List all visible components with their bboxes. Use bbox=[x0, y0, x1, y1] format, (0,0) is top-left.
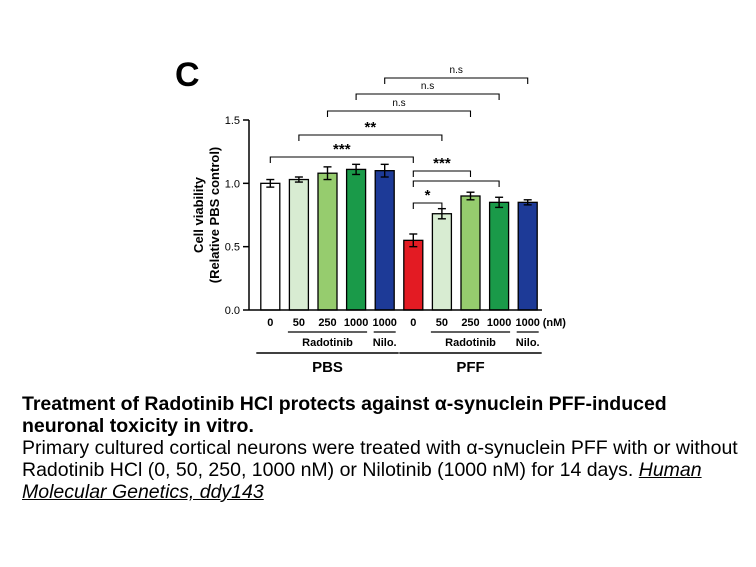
subgroup-label: Nilo. bbox=[373, 337, 397, 349]
y-tick-label: 0.0 bbox=[225, 305, 240, 317]
bar-chart: C 0.0 0.5 1.0 1.5 Cell viability (Relative PB… bbox=[175, 56, 567, 376]
y-tick-label: 0.5 bbox=[225, 242, 240, 254]
x-tick-label: 250 bbox=[318, 317, 336, 329]
bar bbox=[488, 201, 510, 311]
bar bbox=[317, 172, 338, 311]
significance-label: n.s bbox=[421, 81, 434, 92]
y-axis-title-line: (Relative PBS control) bbox=[207, 147, 222, 284]
x-tick-label: 0 bbox=[410, 317, 416, 329]
significance-label: n.s bbox=[392, 98, 405, 109]
x-tick-label: 0 bbox=[267, 317, 273, 329]
subgroup-label: Nilo. bbox=[516, 337, 540, 349]
subgroup-label: Radotinib bbox=[302, 337, 353, 349]
significance-bracket bbox=[298, 134, 443, 141]
y-tick-label: 1.0 bbox=[225, 178, 240, 190]
unit-label: (nM) bbox=[543, 317, 567, 329]
significance-label: ** bbox=[365, 119, 377, 136]
significance-bracket bbox=[269, 156, 414, 163]
group-label: PBS bbox=[312, 359, 343, 376]
significance-label: * bbox=[425, 187, 431, 204]
x-tick-label: 1000 bbox=[372, 317, 396, 329]
bar bbox=[517, 201, 538, 311]
bar bbox=[345, 168, 367, 311]
y-axis-title-line: Cell viability bbox=[191, 176, 206, 253]
caption-title: Treatment of Radotinib HCl protects agai… bbox=[22, 393, 667, 437]
y-tick-label: 1.5 bbox=[225, 115, 240, 127]
significance-label: *** bbox=[333, 141, 351, 158]
bar bbox=[288, 178, 310, 311]
bar bbox=[403, 239, 424, 311]
significance-bracket bbox=[412, 180, 500, 187]
bar bbox=[374, 170, 395, 311]
bar bbox=[431, 213, 453, 311]
caption-body: Primary cultured cortical neurons were t… bbox=[22, 437, 738, 481]
significance-bracket bbox=[412, 170, 472, 177]
x-tick-label: 1000 bbox=[515, 317, 539, 329]
bar bbox=[260, 182, 281, 311]
significance-bracket bbox=[412, 202, 443, 209]
significance-label: *** bbox=[433, 155, 451, 172]
x-tick-label: 50 bbox=[293, 317, 305, 329]
x-tick-label: 1000 bbox=[487, 317, 511, 329]
caption-citation: Human Molecular Genetics, ddy143 bbox=[22, 459, 702, 503]
x-tick-label: 1000 bbox=[344, 317, 368, 329]
x-tick-label: 250 bbox=[461, 317, 479, 329]
significance-label: n.s bbox=[450, 65, 463, 76]
group-label: PFF bbox=[456, 359, 484, 376]
significance-bracket bbox=[326, 110, 472, 117]
subgroup-label: Radotinib bbox=[445, 337, 496, 349]
panel-label: C bbox=[175, 56, 200, 94]
bar bbox=[460, 195, 481, 311]
significance-bracket bbox=[355, 93, 500, 100]
x-tick-label: 50 bbox=[436, 317, 448, 329]
figure-caption: Treatment of Radotinib HCl protects agai… bbox=[22, 393, 742, 503]
significance-bracket bbox=[384, 77, 529, 84]
